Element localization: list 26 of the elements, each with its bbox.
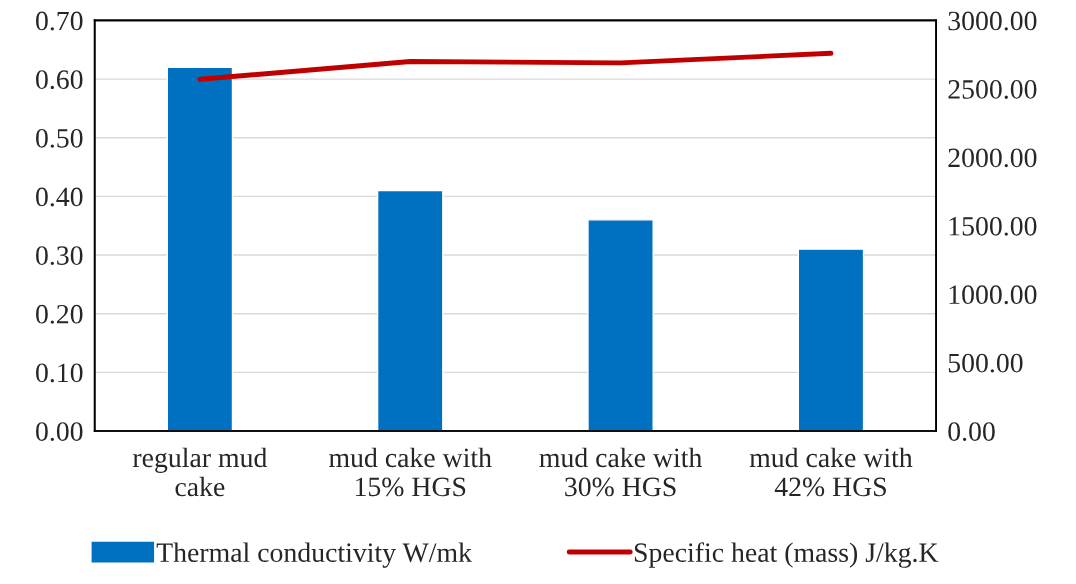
- y-tick-label: 0.40: [36, 187, 83, 207]
- y2-tick-label: 0.00: [948, 422, 995, 442]
- x-tick-label: mud cake with 42% HGS: [749, 447, 913, 497]
- y-tick-label: 0.00: [36, 422, 83, 442]
- bar: [797, 248, 865, 431]
- x-tick-label: mud cake with 30% HGS: [539, 447, 702, 497]
- y-tick-label: 0.10: [36, 363, 83, 383]
- y2-tick-label: 1500.00: [949, 216, 1037, 236]
- y2-tick-label: 3000.00: [948, 11, 1037, 31]
- x-tick-label: mud cake with 15% HGS: [329, 447, 492, 497]
- legend-label: Thermal conductivity W/mk: [156, 542, 472, 568]
- y2-tick-label: 1000.00: [949, 285, 1037, 305]
- bar: [587, 219, 654, 431]
- y2-tick-label: 2500.00: [948, 80, 1037, 99]
- y-tick-label: 0.60: [36, 70, 83, 90]
- bar: [166, 66, 234, 431]
- y2-tick-label: 2000.00: [948, 148, 1037, 168]
- bar: [376, 189, 444, 431]
- y-tick-label: 0.30: [36, 246, 83, 266]
- y-tick-label: 0.20: [36, 304, 83, 324]
- y-tick-label: 0.70: [36, 11, 83, 31]
- line-series: [197, 50, 834, 82]
- y2-tick-label: 500.00: [948, 353, 1023, 373]
- legend-label: Specific heat (mass) J/kg.K: [634, 542, 939, 568]
- x-tick-label: regular mud cake: [132, 447, 268, 497]
- y-tick-label: 0.50: [36, 128, 83, 148]
